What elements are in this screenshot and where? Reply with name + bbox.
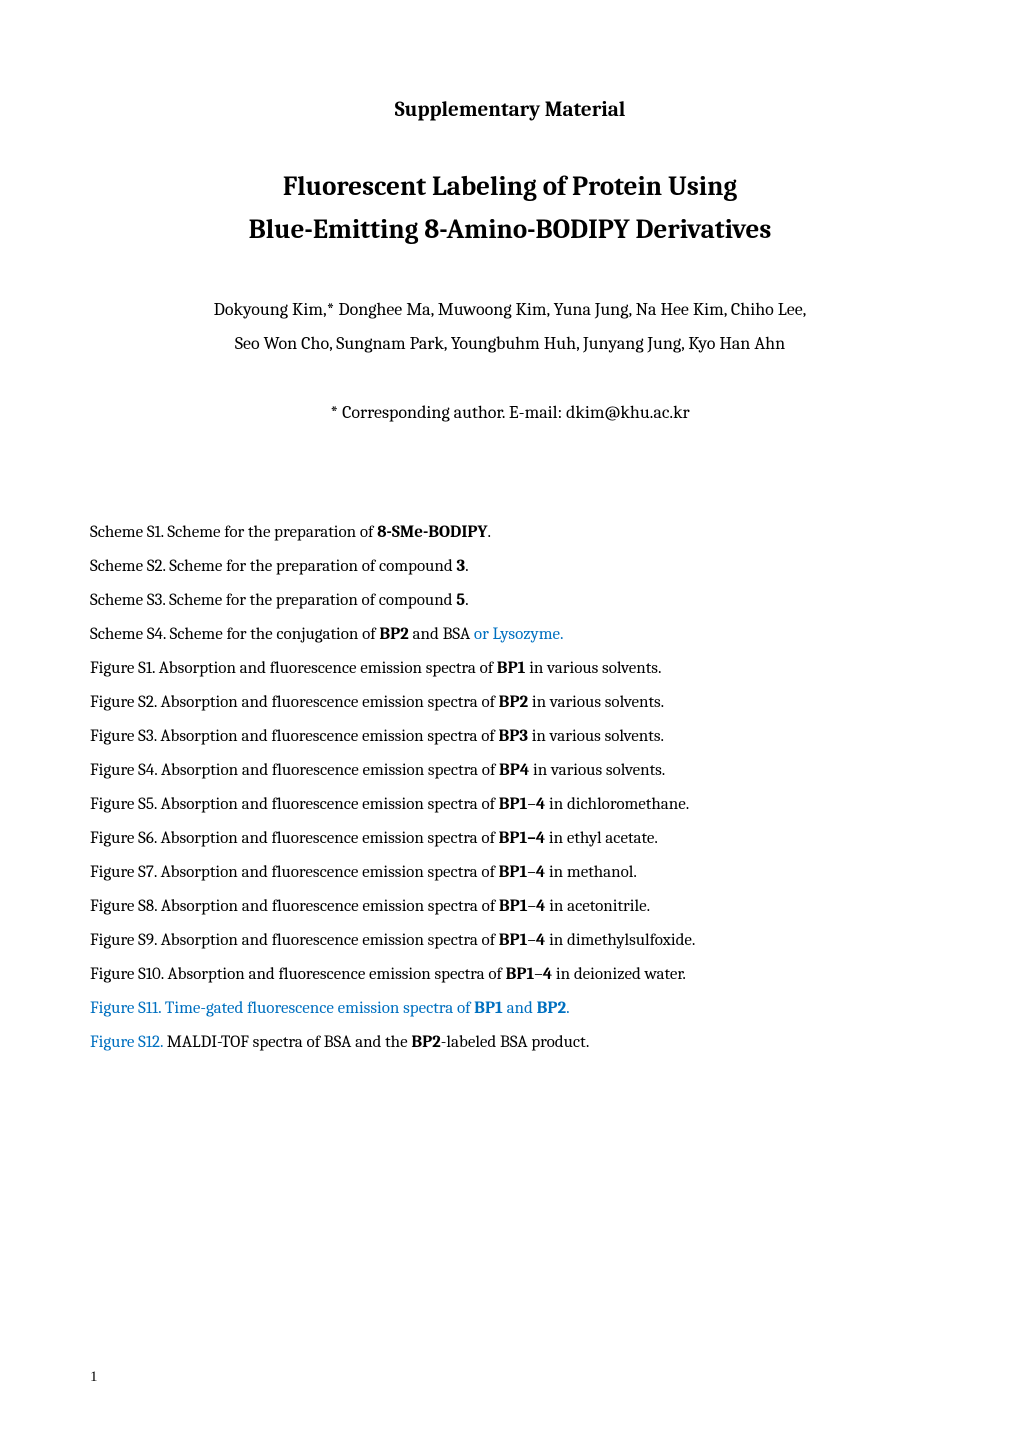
contents-suffix: . — [487, 523, 491, 542]
contents-rest: MALDI-TOF spectra of BSA and the — [167, 1033, 412, 1052]
contents-suffix: in various solvents. — [529, 761, 665, 780]
contents-bold: 5 — [456, 591, 465, 610]
contents-suffix: in dichloromethane. — [545, 795, 689, 814]
contents-prefix: Scheme S2. Scheme for the preparation of… — [90, 557, 456, 576]
contents-item: Scheme S3. Scheme for the preparation of… — [90, 584, 930, 618]
contents-prefix: Scheme S4. Scheme for the conjugation of — [90, 625, 379, 644]
contents-bold: BP1–4 — [499, 829, 546, 848]
supplementary-label: Supplementary Material — [90, 95, 930, 127]
page-number: 1 — [90, 1366, 98, 1389]
contents-prefix: Figure S5. Absorption and fluorescence e… — [90, 795, 499, 814]
contents-mid: – — [527, 795, 536, 814]
contents-suffix: in ethyl acetate. — [545, 829, 658, 848]
contents-suffix: -labeled BSA product. — [441, 1033, 590, 1052]
contents-prefix: Figure S1. Absorption and fluorescence e… — [90, 659, 497, 678]
title-line-1: Fluorescent Labeling of Protein Using — [283, 171, 737, 202]
contents-prefix: Figure S8. Absorption and fluorescence e… — [90, 897, 499, 916]
contents-suffix: in various solvents. — [528, 693, 664, 712]
contents-prefix: Figure S9. Absorption and fluorescence e… — [90, 931, 499, 950]
contents-item: Figure S2. Absorption and fluorescence e… — [90, 686, 930, 720]
contents-item: Figure S12. MALDI-TOF spectra of BSA and… — [90, 1026, 930, 1060]
contents-item: Figure S8. Absorption and fluorescence e… — [90, 890, 930, 924]
contents-mid: – — [527, 931, 536, 950]
contents-prefix: Scheme S3. Scheme for the preparation of… — [90, 591, 456, 610]
contents-bold: BP2 — [411, 1033, 440, 1052]
contents-suffix: in dimethylsulfoxide. — [545, 931, 695, 950]
contents-item: Scheme S4. Scheme for the conjugation of… — [90, 618, 930, 652]
contents-suffix: . — [465, 557, 469, 576]
contents-suffix: in various solvents. — [528, 727, 664, 746]
title-line-2: Blue-Emitting 8-Amino-BODIPY Derivatives — [249, 214, 772, 245]
corresponding-author: * Corresponding author. E-mail: dkim@khu… — [90, 399, 930, 426]
contents-item: Figure S11. Time-gated fluorescence emis… — [90, 992, 930, 1026]
contents-mid: – — [527, 863, 536, 882]
contents-suffix: in acetonitrile. — [545, 897, 650, 916]
contents-bold: 3 — [456, 557, 465, 576]
contents-prefix: Figure S11. Time-gated fluorescence emis… — [90, 999, 474, 1018]
contents-item: Figure S6. Absorption and fluorescence e… — [90, 822, 930, 856]
contents-bold: BP1 — [474, 999, 503, 1018]
contents-bold: BP2 — [499, 693, 528, 712]
contents-bold-2: BP2 — [537, 999, 566, 1018]
contents-suffix: in methanol. — [545, 863, 637, 882]
contents-item: Scheme S2. Scheme for the preparation of… — [90, 550, 930, 584]
contents-bold: BP3 — [498, 727, 528, 746]
contents-bold: BP1 — [497, 659, 526, 678]
contents-bold: BP1 — [499, 931, 528, 950]
contents-bold-2: 4 — [536, 863, 545, 882]
main-title: Fluorescent Labeling of Protein Using Bl… — [90, 165, 930, 251]
contents-prefix: Figure S3. Absorption and fluorescence e… — [90, 727, 498, 746]
contents-suffix: in deionized water. — [552, 965, 686, 984]
contents-item: Figure S9. Absorption and fluorescence e… — [90, 924, 930, 958]
contents-suffix: . — [465, 591, 469, 610]
contents-mid: – — [528, 897, 537, 916]
contents-item: Figure S5. Absorption and fluorescence e… — [90, 788, 930, 822]
contents-bold: BP2 — [379, 625, 408, 644]
contents-mid: and — [503, 999, 537, 1018]
contents-bold-2: 4 — [536, 931, 545, 950]
contents-item: Figure S7. Absorption and fluorescence e… — [90, 856, 930, 890]
contents-prefix: Scheme S1. Scheme for the preparation of — [90, 523, 377, 542]
contents-bold-2: 4 — [536, 795, 545, 814]
contents-suffix: and BSA — [409, 625, 470, 644]
contents-bold-2: 4 — [543, 965, 552, 984]
authors-line-1: Dokyoung Kim,* Donghee Ma, Muwoong Kim, … — [214, 299, 807, 320]
contents-bold: 8-SMe-BODIPY — [377, 523, 487, 542]
contents-bold: BP1 — [506, 965, 535, 984]
contents-item: Figure S3. Absorption and fluorescence e… — [90, 720, 930, 754]
contents-suffix-blue: or Lysozyme. — [470, 625, 563, 644]
authors-block: Dokyoung Kim,* Donghee Ma, Muwoong Kim, … — [90, 293, 930, 361]
contents-prefix: Figure S2. Absorption and fluorescence e… — [90, 693, 499, 712]
contents-bold: BP1 — [499, 795, 528, 814]
contents-bold: BP4 — [499, 761, 529, 780]
contents-bold: BP1 — [499, 863, 528, 882]
contents-item: Figure S1. Absorption and fluorescence e… — [90, 652, 930, 686]
contents-mid: – — [534, 965, 543, 984]
contents-prefix: Figure S4. Absorption and fluorescence e… — [90, 761, 499, 780]
contents-item: Scheme S1. Scheme for the preparation of… — [90, 516, 930, 550]
contents-suffix: in various solvents. — [525, 659, 661, 678]
contents-item: Figure S10. Absorption and fluorescence … — [90, 958, 930, 992]
contents-prefix: Figure S10. Absorption and fluorescence … — [90, 965, 506, 984]
authors-line-2: Seo Won Cho, Sungnam Park, Youngbuhm Huh… — [235, 333, 785, 354]
contents-bold: BP1 — [499, 897, 528, 916]
contents-list: Scheme S1. Scheme for the preparation of… — [90, 516, 930, 1060]
contents-prefix: Figure S12. — [90, 1033, 167, 1052]
contents-prefix: Figure S6. Absorption and fluorescence e… — [90, 829, 499, 848]
contents-item: Figure S4. Absorption and fluorescence e… — [90, 754, 930, 788]
contents-suffix: . — [566, 999, 570, 1018]
contents-prefix: Figure S7. Absorption and fluorescence e… — [90, 863, 499, 882]
